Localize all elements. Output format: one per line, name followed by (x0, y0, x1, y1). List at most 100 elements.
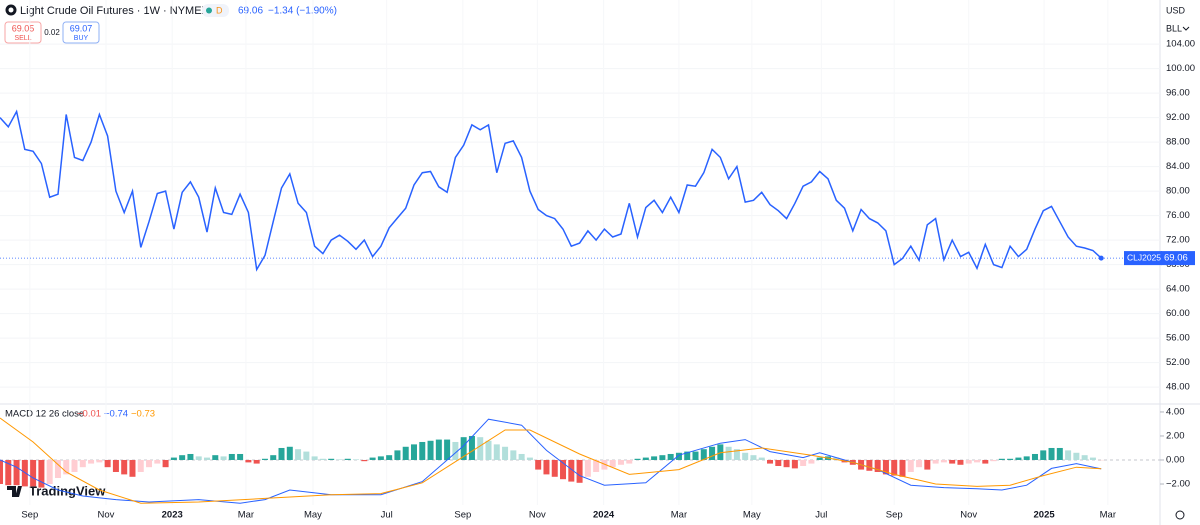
histogram-bar (5, 459, 12, 486)
histogram-bar (162, 459, 169, 468)
sell-button[interactable] (4, 21, 42, 44)
histogram-bar (717, 444, 724, 460)
histogram-bar (916, 459, 923, 468)
histogram-bar (584, 459, 591, 477)
histogram-bar (767, 459, 774, 464)
unit[interactable]: BLL (1166, 23, 1182, 33)
y-tick-label: 0.00 (1166, 454, 1185, 465)
currency[interactable]: USD (1166, 5, 1186, 15)
macd-line (0, 418, 1102, 504)
x-tick-label: Mar (238, 510, 254, 521)
histogram-bar (104, 459, 111, 468)
histogram-bar (899, 459, 906, 477)
histogram-bar (924, 459, 931, 470)
histogram-bar (601, 459, 608, 470)
macd-hist-value: −0.01 (77, 409, 101, 420)
histogram-bar (146, 459, 153, 468)
histogram-bar (609, 459, 616, 468)
settings-icon[interactable] (1175, 510, 1185, 520)
macd-title: MACD 12 26 close (5, 409, 84, 420)
histogram-bar (1031, 453, 1038, 460)
histogram-bar (725, 446, 732, 460)
x-tick-label: May (743, 510, 761, 521)
histogram-bar (0, 459, 3, 484)
histogram-bar (1007, 458, 1014, 460)
histogram-bar (998, 458, 1005, 460)
histogram-bar (71, 459, 78, 472)
histogram-bar (543, 459, 550, 475)
histogram-bar (990, 459, 997, 462)
histogram-bar (137, 459, 144, 472)
y-tick-label: 92.00 (1166, 112, 1190, 123)
histogram-bar (957, 459, 964, 465)
histogram-bar (444, 439, 451, 460)
histogram-bar (212, 455, 219, 460)
histogram-bar (203, 457, 210, 460)
histogram-bar (874, 459, 881, 472)
histogram-bar (402, 446, 409, 460)
histogram-bar (634, 458, 641, 460)
histogram-bar (526, 457, 533, 460)
histogram-bar (353, 459, 360, 460)
histogram-bar (311, 456, 318, 460)
histogram-bar (79, 459, 86, 468)
histogram-bar (965, 459, 972, 464)
sell-price: 69.05 (12, 23, 35, 33)
histogram-bar (1040, 450, 1047, 460)
histogram (0, 435, 1105, 488)
histogram-bar (112, 459, 119, 472)
histogram-bar (63, 459, 70, 475)
histogram-bar (319, 458, 326, 460)
y-tick-label: 84.00 (1166, 161, 1190, 172)
histogram-bar (791, 459, 798, 469)
histogram-bar (96, 459, 103, 463)
x-tick-label: Sep (454, 510, 471, 521)
status-dot (206, 7, 212, 14)
y-tick-label: 96.00 (1166, 88, 1190, 99)
histogram-bar (750, 455, 757, 460)
x-tick-label: Jul (815, 510, 827, 521)
logo-text: TradingView (29, 483, 106, 498)
x-tick-label: Nov (960, 510, 977, 521)
histogram-bar (891, 459, 898, 476)
buy-button[interactable] (62, 21, 100, 44)
symbol-tag (1124, 251, 1162, 266)
histogram-bar (179, 455, 186, 460)
histogram-bar (30, 459, 37, 487)
histogram-bar (46, 459, 53, 484)
histogram-bar (1048, 447, 1055, 460)
y-tick-label: 80.00 (1166, 186, 1190, 197)
histogram-bar (742, 452, 749, 460)
y-tick-label: −2.00 (1166, 479, 1190, 490)
x-tick-label: Sep (21, 510, 38, 521)
badge-label: D (216, 5, 223, 15)
histogram-bar (659, 455, 666, 460)
dropdown-arrow (1182, 26, 1190, 31)
y-tick-label: 100.00 (1166, 63, 1195, 74)
x-tick-label: Jul (381, 510, 393, 521)
buy-price: 69.07 (70, 23, 93, 33)
macd-line-value: −0.74 (104, 409, 128, 420)
y-tick-label: 4.00 (1166, 406, 1185, 417)
histogram-bar (328, 458, 335, 460)
histogram-bar (38, 459, 45, 488)
y-tick-label: 64.00 (1166, 284, 1190, 295)
macd-signal-value: −0.73 (131, 409, 155, 420)
symbol-icon-inner (8, 7, 14, 13)
histogram-bar (675, 452, 682, 460)
x-tick-label: 2023 (162, 510, 183, 521)
histogram-bar (1073, 452, 1080, 460)
histogram-bar (535, 459, 542, 470)
histogram-bar (758, 457, 765, 460)
histogram-bar (1023, 456, 1030, 460)
histogram-bar (336, 459, 343, 460)
histogram-bar (510, 450, 517, 460)
histogram-bar (394, 450, 401, 460)
histogram-bar (502, 446, 509, 460)
histogram-bar (261, 458, 268, 460)
logo-icon (7, 486, 22, 497)
histogram-bar (642, 457, 649, 460)
histogram-bar (435, 439, 442, 460)
badge (202, 4, 229, 17)
histogram-bar (295, 449, 302, 460)
